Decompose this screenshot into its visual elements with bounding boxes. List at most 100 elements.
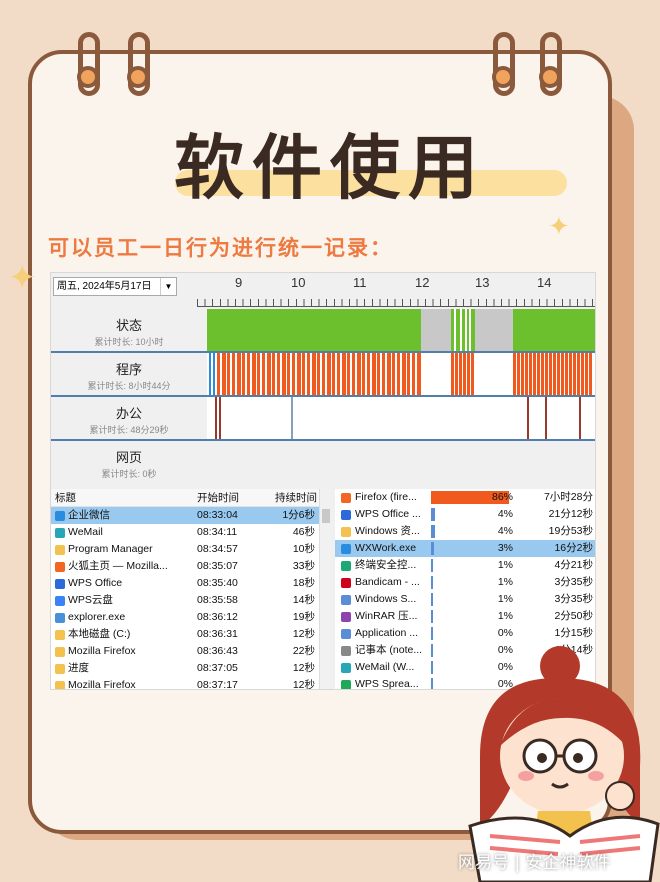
timeline-segment	[207, 309, 421, 351]
duration: 22秒	[292, 645, 315, 657]
activity-screenshot: 周五, 2024年5月17日 ▼ 9 10 11 12 13 14 状态 累计时长…	[50, 272, 596, 690]
usage-bar	[431, 559, 433, 572]
wework-icon	[55, 511, 65, 521]
timeline-segment	[421, 309, 451, 351]
column-header-title[interactable]: 标题	[55, 492, 76, 504]
program-track[interactable]	[207, 353, 595, 395]
window-title: 进度	[68, 662, 89, 674]
list-item[interactable]: 终端安全控... 1% 4分21秒	[335, 557, 595, 574]
scrollbar[interactable]	[319, 489, 331, 689]
list-item[interactable]: WXWork.exe 3% 16分2秒	[335, 540, 595, 557]
row-stat: 累计时长: 48分29秒	[89, 425, 169, 435]
usage-bar	[431, 491, 509, 504]
timeline-segment	[332, 353, 335, 395]
list-item[interactable]: explorer.exe 08:36:12 19秒	[51, 609, 319, 626]
list-item[interactable]: 火狐主页 — Mozilla... 08:35:07 33秒	[51, 558, 319, 575]
status-track[interactable]	[207, 309, 595, 351]
list-item[interactable]: WeMail (W... 0%	[335, 659, 595, 676]
list-item[interactable]: Bandicam - ... 1% 3分35秒	[335, 574, 595, 591]
hour-label: 13	[475, 275, 490, 290]
column-header-duration[interactable]: 持续时间	[275, 492, 317, 504]
binder-ring	[493, 32, 515, 96]
program-name: WXWork.exe	[355, 542, 417, 554]
timeline-segment	[357, 353, 361, 395]
list-item[interactable]: Program Manager 08:34:57 10秒	[51, 541, 319, 558]
timeline-segment	[217, 353, 220, 395]
timeline-segment	[471, 353, 474, 395]
timeline-segment	[209, 353, 211, 395]
folder-icon	[55, 681, 65, 689]
web-track[interactable]	[207, 441, 595, 483]
hour-label: 11	[353, 275, 367, 290]
list-item[interactable]: WPS Office ... 4% 21分12秒	[335, 506, 595, 523]
page-title: 软件使用	[174, 127, 486, 209]
folder-icon	[55, 630, 65, 640]
timeline-segment	[402, 353, 406, 395]
timeline-segment	[460, 309, 462, 351]
timeline-segment	[561, 353, 564, 395]
timeline-segment	[337, 353, 340, 395]
timeline-segment	[545, 397, 547, 439]
list-header: 标题 开始时间 持续时间	[51, 489, 319, 507]
start-time: 08:36:12	[197, 611, 238, 623]
wework-icon	[341, 544, 351, 554]
timeline-segment	[459, 353, 462, 395]
duration: 12秒	[292, 662, 315, 674]
list-item[interactable]: WPS Sprea... 0%	[335, 676, 595, 689]
timeline-segment	[282, 353, 286, 395]
list-item[interactable]: Application ... 0% 1分15秒	[335, 625, 595, 642]
list-item[interactable]: WPS云盘 08:35:58 14秒	[51, 592, 319, 609]
timeline-segment	[463, 353, 466, 395]
folder-icon	[55, 545, 65, 555]
timeline-segment	[475, 309, 513, 351]
duration: 18秒	[292, 577, 315, 589]
list-item[interactable]: WinRAR 压... 1% 2分50秒	[335, 608, 595, 625]
title-highlight	[175, 170, 567, 196]
office-track[interactable]	[207, 397, 595, 439]
column-header-start[interactable]: 开始时间	[197, 492, 239, 504]
list-item[interactable]: Firefox (fire... 86% 7小时28分	[335, 489, 595, 506]
program-usage-list: Firefox (fire... 86% 7小时28分 WPS Office ... 4…	[335, 489, 595, 689]
list-item[interactable]: Windows S... 1% 3分35秒	[335, 591, 595, 608]
start-time: 08:34:57	[197, 543, 238, 555]
list-item[interactable]: 进度 08:37:05 12秒	[51, 660, 319, 677]
timeline-segment	[585, 353, 588, 395]
list-item[interactable]: Mozilla Firefox 08:37:17 12秒	[51, 677, 319, 690]
window-icon	[341, 595, 351, 605]
program-name: Application ...	[355, 627, 419, 639]
timeline-segment	[527, 397, 529, 439]
usage-percent: 0%	[497, 661, 513, 673]
list-item[interactable]: WPS Office 08:35:40 18秒	[51, 575, 319, 592]
usage-bar	[431, 627, 433, 640]
usage-bar	[431, 508, 435, 521]
program-name: WPS Office ...	[355, 508, 421, 520]
start-time: 08:35:07	[197, 560, 238, 572]
usage-time: 4分21秒	[554, 559, 593, 571]
timeline-segment	[581, 353, 584, 395]
usage-bar	[431, 610, 433, 623]
girl-reading-illustration	[468, 646, 660, 882]
timeline-segment	[412, 353, 415, 395]
list-item[interactable]: WeMail 08:34:11 46秒	[51, 524, 319, 541]
list-item[interactable]: 企业微信 08:33:04 1分6秒	[51, 507, 319, 524]
list-item[interactable]: 本地磁盘 (C:) 08:36:31 12秒	[51, 626, 319, 643]
list-item[interactable]: Windows 资... 4% 19分53秒	[335, 523, 595, 540]
date-picker[interactable]: 周五, 2024年5月17日 ▼	[53, 277, 177, 296]
scrollbar-thumb[interactable]	[322, 509, 330, 523]
list-item[interactable]: Mozilla Firefox 08:36:43 22秒	[51, 643, 319, 660]
usage-percent: 1%	[497, 593, 513, 605]
wemail-icon	[55, 528, 65, 538]
firefox-icon	[341, 493, 351, 503]
chevron-down-icon[interactable]: ▼	[160, 278, 176, 295]
timeline-segment	[577, 353, 580, 395]
start-time: 08:37:05	[197, 662, 238, 674]
bandicam-icon	[341, 578, 351, 588]
duration: 12秒	[292, 628, 315, 640]
window-title: Mozilla Firefox	[68, 679, 136, 690]
row-label: 网页	[115, 450, 142, 465]
window-title: 本地磁盘 (C:)	[68, 628, 131, 640]
window-title: 火狐主页 — Mozilla...	[68, 560, 168, 572]
timeline-segment	[307, 353, 310, 395]
program-name: WinRAR 压...	[355, 610, 418, 622]
timeline-segment	[215, 397, 217, 439]
